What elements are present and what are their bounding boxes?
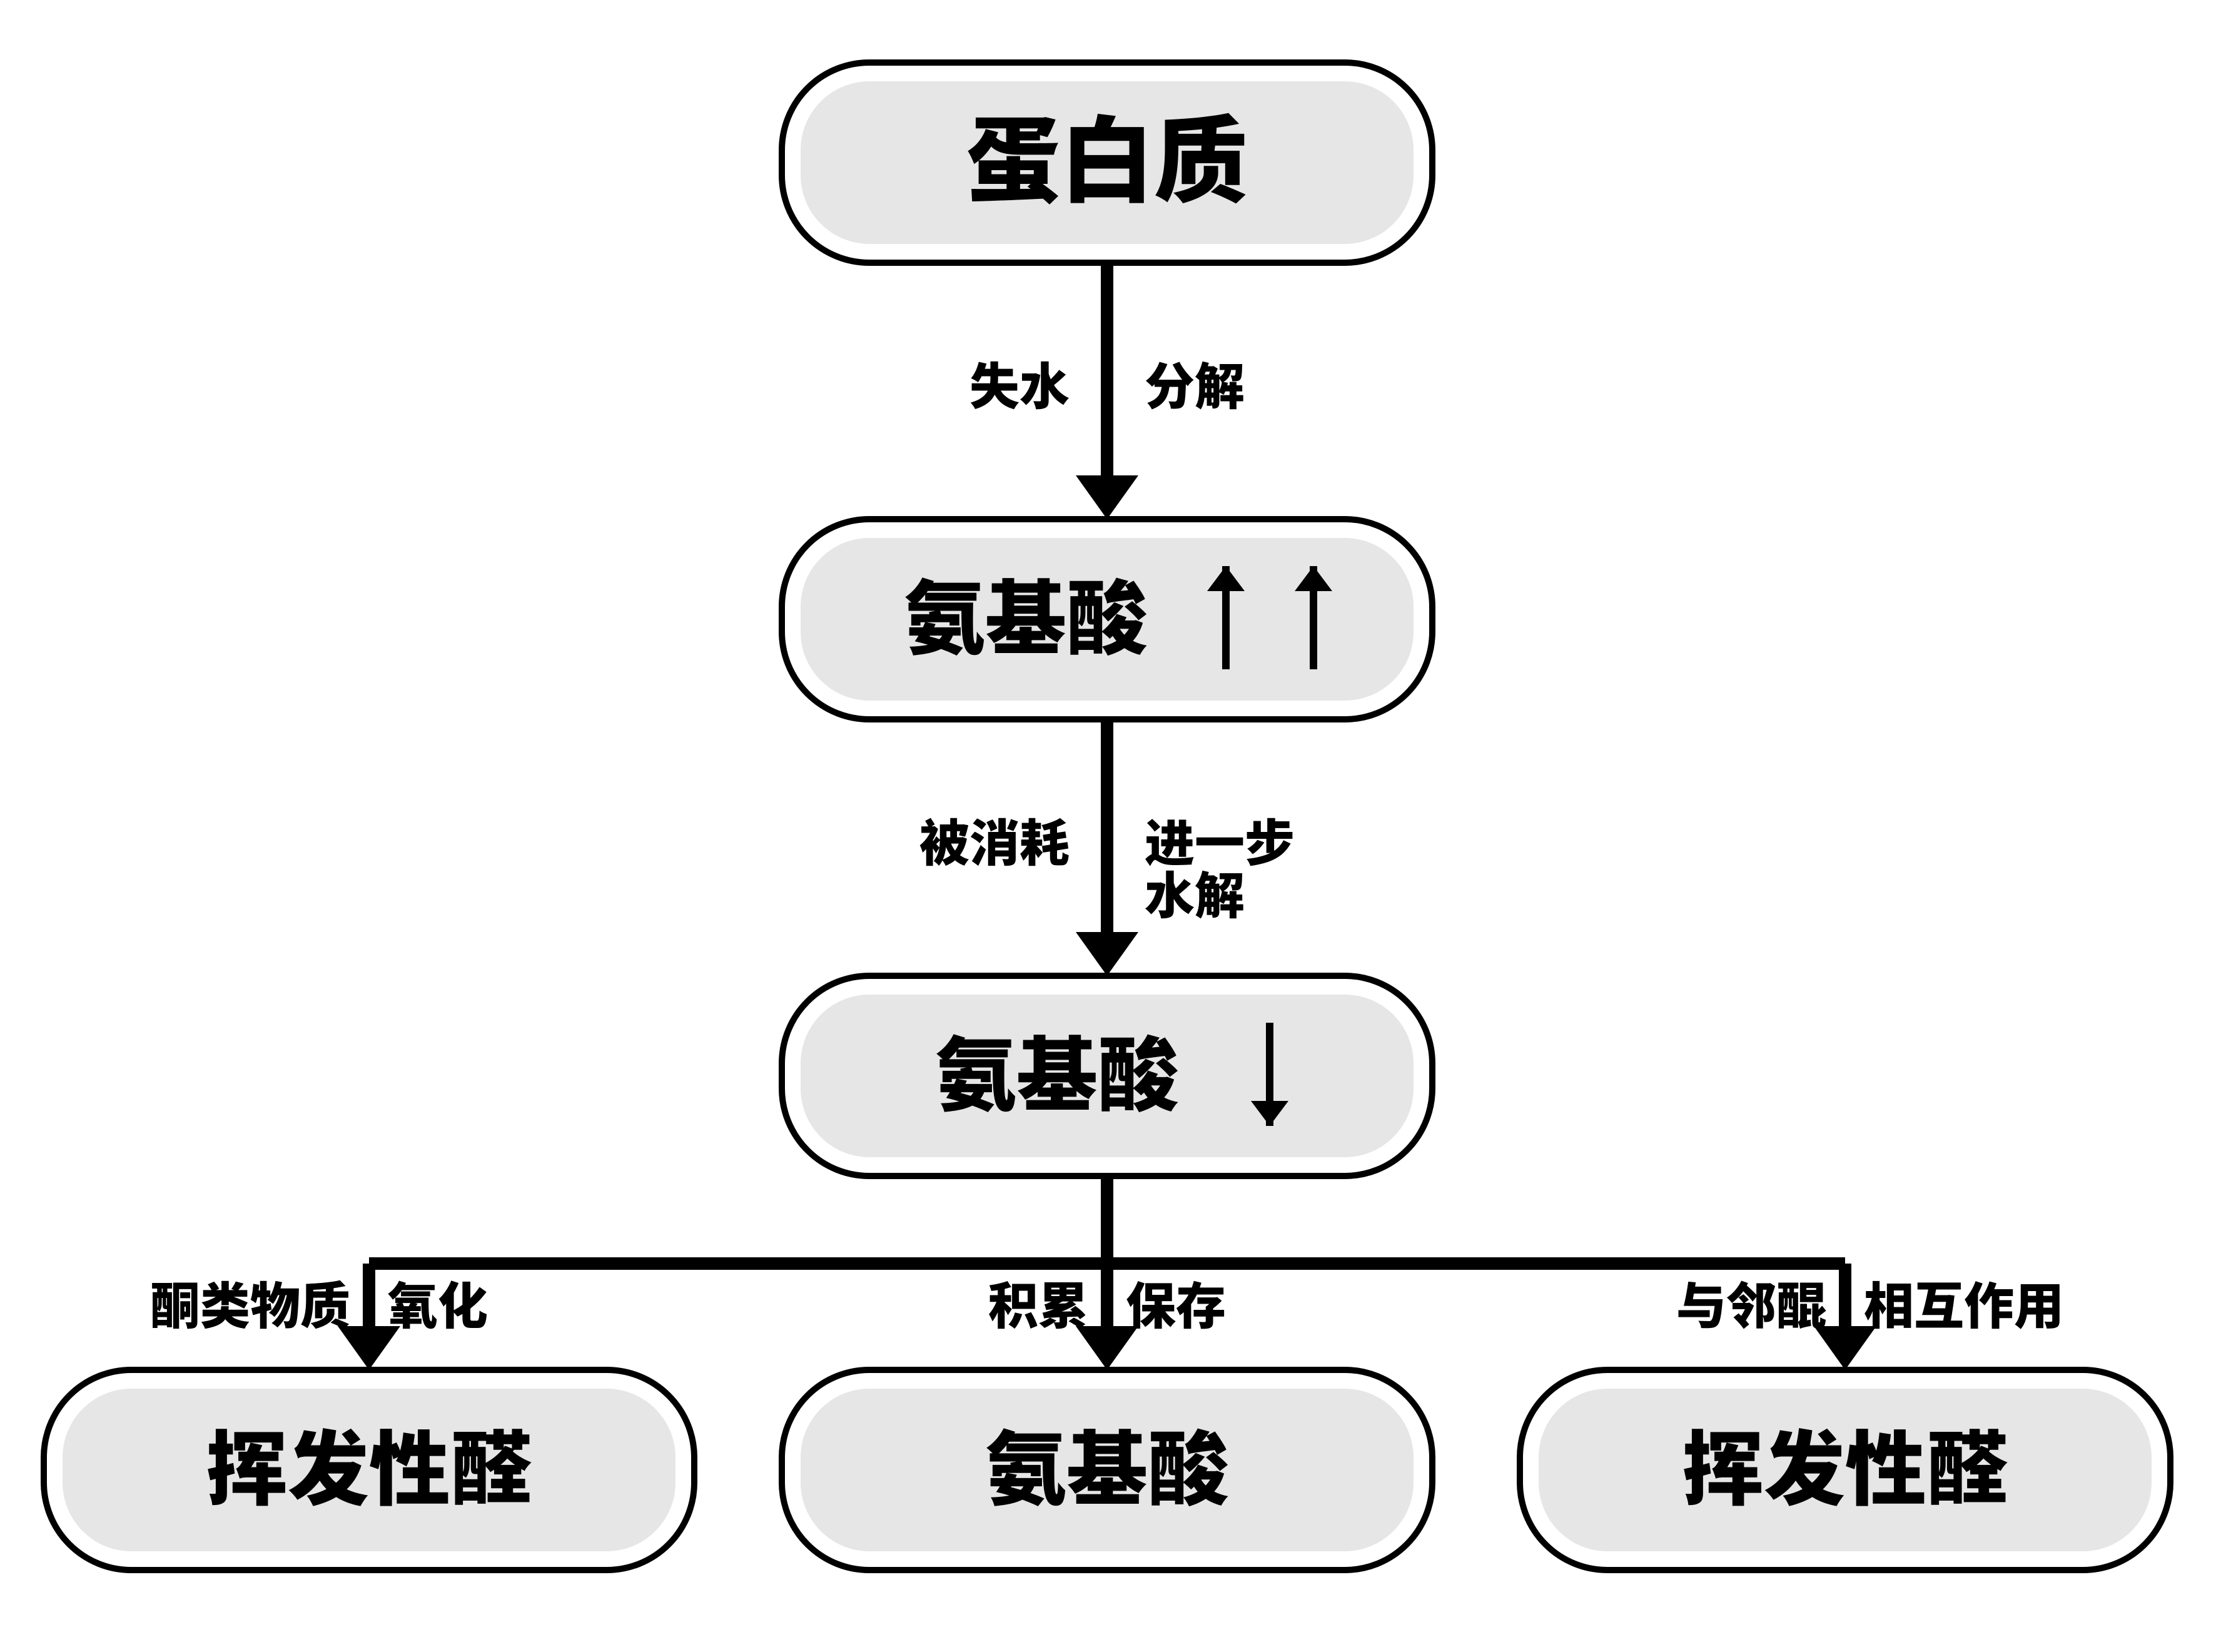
edge-label: 水解 bbox=[1145, 856, 1245, 929]
flow-edge: 被消耗进一步水解 bbox=[919, 719, 1295, 976]
flow-edge: 酮类物质氧化 bbox=[150, 1264, 488, 1370]
edge-label: 酮类物质 bbox=[150, 1267, 350, 1339]
flow-edge: 与邻醌相互作用 bbox=[1676, 1264, 2064, 1370]
edge-label: 保存 bbox=[1126, 1267, 1226, 1339]
edge-label: 分解 bbox=[1145, 347, 1245, 420]
flow-node-label: 挥发性醛 bbox=[1682, 1404, 2008, 1522]
flow-branch bbox=[369, 1176, 1845, 1264]
flow-edge: 积累保存 bbox=[988, 1264, 1226, 1370]
flow-node: 氨基酸 bbox=[782, 1370, 1432, 1570]
edge-label: 积累 bbox=[988, 1267, 1088, 1339]
edge-label: 被消耗 bbox=[919, 804, 1070, 876]
flow-edge: 失水 分解 bbox=[969, 263, 1245, 519]
flow-node-label: 氨基酸 bbox=[985, 1404, 1229, 1522]
edge-label: 与邻醌 bbox=[1676, 1267, 1826, 1339]
flow-node: 氨基酸 bbox=[782, 519, 1432, 719]
flow-node-label: 蛋白质 bbox=[966, 86, 1248, 222]
flow-node: 挥发性醛 bbox=[1520, 1370, 2170, 1570]
edge-label: 相互作用 bbox=[1864, 1267, 2064, 1339]
flow-node-label: 氨基酸 bbox=[904, 554, 1148, 671]
flow-node: 挥发性醛 bbox=[44, 1370, 694, 1570]
flow-node-label: 氨基酸 bbox=[935, 1010, 1179, 1128]
flow-node: 蛋白质 bbox=[782, 63, 1432, 263]
edge-label: 失水 bbox=[969, 347, 1070, 420]
edge-label: 氧化 bbox=[388, 1267, 488, 1339]
flow-node: 氨基酸 bbox=[782, 976, 1432, 1176]
flow-node-label: 挥发性醛 bbox=[206, 1404, 532, 1522]
